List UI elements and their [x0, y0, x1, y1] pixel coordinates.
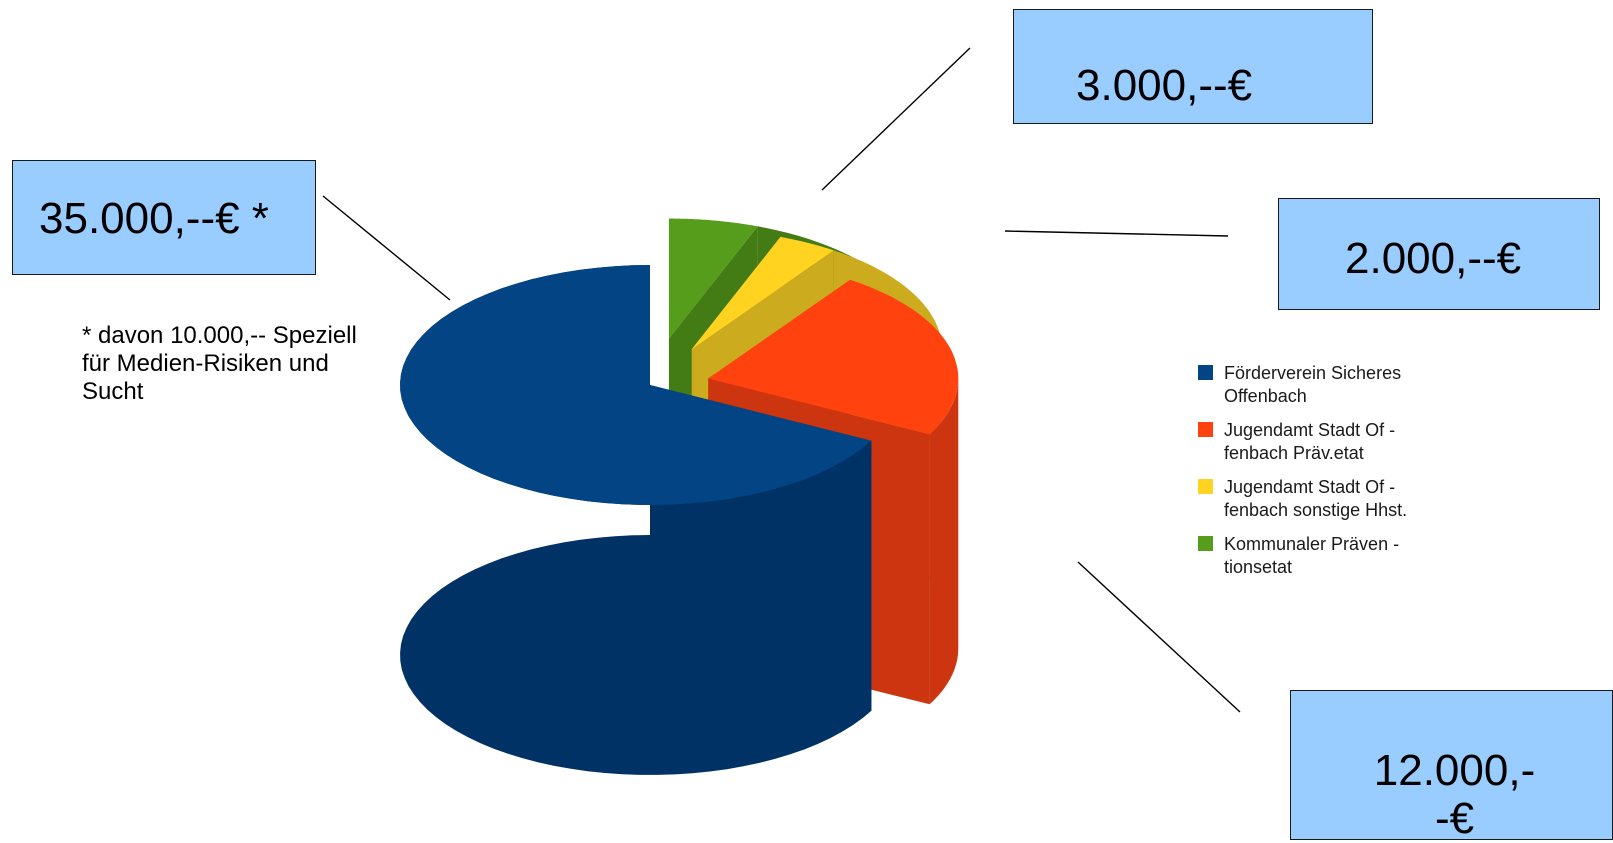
legend-swatch-orange — [1198, 422, 1213, 437]
callout-blue-value: 35.000,--€ * — [12, 160, 316, 275]
callout-green-value: 3.000,--€ — [1013, 9, 1373, 124]
footnote: * davon 10.000,-- Speziell für Medien-Ri… — [82, 322, 357, 405]
pie-slice — [400, 265, 872, 775]
legend-item: Jugendamt Stadt Of - fenbach sonstige Hh… — [1198, 476, 1438, 522]
legend-label: Jugendamt Stadt Of - fenbach Präv.etat — [1224, 420, 1396, 463]
legend-swatch-blue — [1198, 365, 1213, 380]
pie-slice-top — [708, 279, 959, 435]
pie-slice-top — [691, 236, 834, 350]
legend-item: Jugendamt Stadt Of - fenbach Präv.etat — [1198, 419, 1438, 465]
leader-line — [821, 47, 971, 191]
pie-slice-rim — [929, 378, 959, 705]
legend-swatch-green — [1198, 536, 1213, 551]
legend-label: Jugendamt Stadt Of - fenbach sonstige Hh… — [1224, 477, 1408, 520]
chart-legend: Förderverein Sicheres Offenbach Jugendam… — [1198, 362, 1438, 590]
pie-slice-top — [400, 265, 872, 505]
legend-label: Kommunaler Präven - tionsetat — [1224, 534, 1400, 577]
leader-line — [1077, 561, 1241, 713]
callout-yellow-value: 2.000,--€ — [1278, 198, 1600, 310]
leader-line — [1004, 230, 1229, 237]
legend-swatch-yellow — [1198, 479, 1213, 494]
legend-item: Kommunaler Präven - tionsetat — [1198, 533, 1438, 579]
pie-slice-top — [668, 218, 758, 339]
legend-label: Förderverein Sicheres Offenbach — [1224, 363, 1402, 406]
callout-orange-value: 12.000,--€ — [1290, 690, 1613, 843]
legend-item: Förderverein Sicheres Offenbach — [1198, 362, 1438, 408]
leader-line — [322, 195, 451, 301]
